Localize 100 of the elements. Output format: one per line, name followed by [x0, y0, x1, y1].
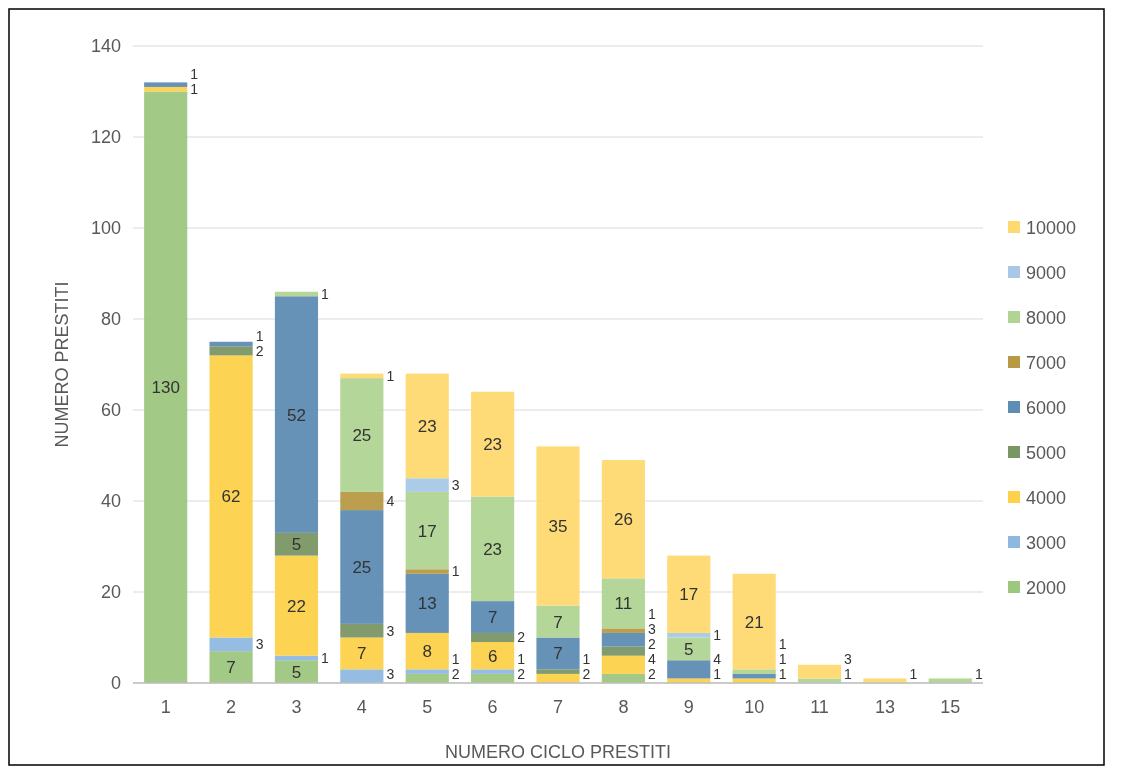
data-label: 1	[713, 627, 722, 644]
bar	[274, 296, 319, 533]
x-tick-label: 9	[683, 697, 694, 717]
bar	[340, 669, 384, 683]
data-label: 17	[679, 585, 699, 605]
x-tick-label: 6	[487, 697, 498, 717]
data-label: 1	[190, 66, 199, 83]
data-label: 1	[321, 649, 330, 666]
bar	[536, 669, 580, 674]
data-label: 6	[487, 646, 498, 666]
bar	[405, 569, 449, 574]
bar	[601, 646, 645, 656]
bar	[667, 637, 711, 661]
bar	[274, 660, 319, 683]
bar	[471, 642, 515, 670]
bar	[536, 637, 580, 670]
data-label: 23	[483, 539, 503, 559]
data-label: 7	[553, 612, 563, 632]
bar	[471, 601, 515, 633]
data-label: 7	[226, 658, 236, 678]
x-tick-label: 4	[356, 697, 367, 717]
bar	[405, 632, 449, 670]
data-label: 3	[647, 620, 656, 637]
data-label: 5	[291, 662, 302, 682]
data-label: 13	[417, 594, 437, 614]
data-label: 23	[483, 435, 503, 455]
y-tick-label: 0	[110, 673, 121, 694]
data-label: 1	[778, 635, 787, 652]
legend-label: 7000	[1026, 353, 1067, 374]
data-label: 25	[352, 557, 372, 577]
bar	[601, 632, 645, 647]
data-label: 1	[451, 563, 460, 580]
bar	[340, 637, 384, 670]
x-tick-label: 1	[160, 697, 171, 717]
data-label: 1	[844, 665, 853, 682]
bar	[601, 655, 645, 674]
x-axis-title: NUMERO CICLO PRESTITI	[444, 742, 672, 762]
data-label: 7	[357, 644, 367, 664]
data-label: 62	[221, 487, 241, 507]
bar	[340, 510, 384, 624]
data-label: 5	[684, 639, 694, 659]
y-tick-label: 40	[100, 491, 121, 512]
data-label: 7	[487, 607, 498, 627]
bar	[144, 91, 188, 683]
bar	[536, 673, 580, 683]
data-label: 2	[517, 629, 526, 646]
legend-label: 3000	[1026, 533, 1067, 554]
bar	[209, 651, 253, 683]
data-label: 1	[647, 605, 656, 622]
y-tick-label: 80	[100, 309, 121, 330]
bar	[797, 664, 842, 679]
data-label: 2	[582, 665, 591, 682]
legend-label: 9000	[1026, 263, 1067, 284]
data-label: 1	[974, 665, 983, 682]
bar	[667, 632, 711, 638]
data-label: 1	[713, 665, 722, 682]
y-tick-label: 20	[100, 582, 121, 603]
bar	[471, 391, 515, 497]
data-label: 4	[713, 650, 722, 667]
bar	[144, 86, 188, 92]
data-label: 35	[548, 516, 568, 536]
legend-label: 2000	[1026, 578, 1067, 599]
bar	[732, 669, 776, 674]
data-label: 1	[582, 650, 591, 667]
legend-label: 4000	[1026, 488, 1067, 509]
data-label: 1	[517, 650, 526, 667]
data-label: 2	[647, 665, 656, 682]
x-tick-label: 10	[744, 697, 765, 717]
bar	[144, 82, 188, 87]
legend-label: 8000	[1026, 308, 1067, 329]
y-tick-label: 140	[90, 36, 121, 57]
x-tick-label: 7	[552, 697, 564, 717]
data-label: 8	[422, 642, 432, 662]
data-label: 1	[386, 367, 395, 384]
bar	[405, 478, 449, 492]
y-axis-title: NUMERO PRESTITI	[52, 281, 72, 448]
data-label: 3	[844, 650, 853, 667]
y-tick-label: 120	[90, 127, 121, 148]
data-label: 11	[614, 594, 633, 614]
data-label: 17	[417, 521, 437, 541]
bar	[536, 446, 580, 606]
bar	[209, 346, 253, 356]
legend-label: 10000	[1026, 218, 1077, 239]
data-label: 1	[321, 285, 330, 302]
x-tick-label: 2	[226, 697, 237, 717]
data-label: 1	[451, 650, 460, 667]
data-label: 1	[909, 665, 918, 682]
data-label: 1	[190, 81, 199, 98]
data-label: 3	[386, 665, 395, 682]
data-label: 2	[647, 635, 656, 652]
data-label: 1	[255, 327, 264, 344]
bar	[667, 660, 711, 679]
legend-label: 5000	[1026, 443, 1067, 464]
bar	[405, 491, 449, 570]
x-tick-label: 15	[940, 697, 961, 717]
x-tick-label: 5	[422, 697, 433, 717]
bar	[601, 460, 645, 579]
data-label: 25	[352, 425, 372, 445]
bar	[601, 578, 645, 629]
bar	[340, 623, 384, 638]
